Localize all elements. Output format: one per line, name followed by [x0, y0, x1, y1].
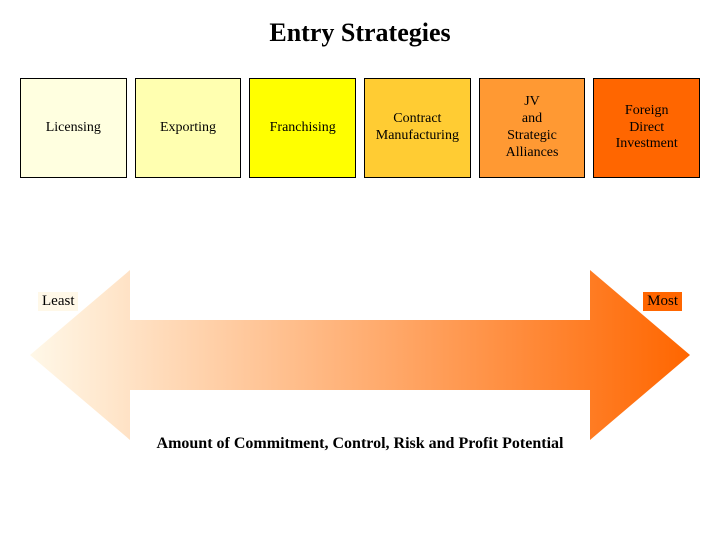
page-title: Entry Strategies	[0, 0, 720, 48]
strategy-boxes-row: Licensing Exporting Franchising Contract…	[0, 48, 720, 178]
double-arrow: Least Most Amount of Commitment, Control…	[30, 260, 690, 450]
strategy-box: Exporting	[135, 78, 242, 178]
label-least-text: Least	[42, 293, 74, 309]
strategy-box: Foreign Direct Investment	[593, 78, 700, 178]
strategy-label: Exporting	[160, 120, 216, 137]
arrow-caption-text: Amount of Commitment, Control, Risk and …	[157, 435, 564, 452]
strategy-label: Foreign Direct Investment	[616, 103, 678, 153]
strategy-label: Contract Manufacturing	[369, 111, 466, 145]
title-text: Entry Strategies	[269, 18, 450, 47]
strategy-label: JV and Strategic Alliances	[506, 94, 559, 161]
strategy-box: JV and Strategic Alliances	[479, 78, 586, 178]
arrow-caption: Amount of Commitment, Control, Risk and …	[30, 435, 690, 453]
strategy-box: Licensing	[20, 78, 127, 178]
label-most: Most	[643, 292, 682, 311]
strategy-label: Franchising	[270, 120, 336, 137]
arrow-svg	[30, 260, 690, 450]
strategy-box: Franchising	[249, 78, 356, 178]
label-most-text: Most	[647, 293, 678, 309]
label-least: Least	[38, 292, 78, 311]
strategy-label: Licensing	[46, 120, 101, 137]
strategy-box: Contract Manufacturing	[364, 78, 471, 178]
arrow-shape	[30, 270, 690, 440]
